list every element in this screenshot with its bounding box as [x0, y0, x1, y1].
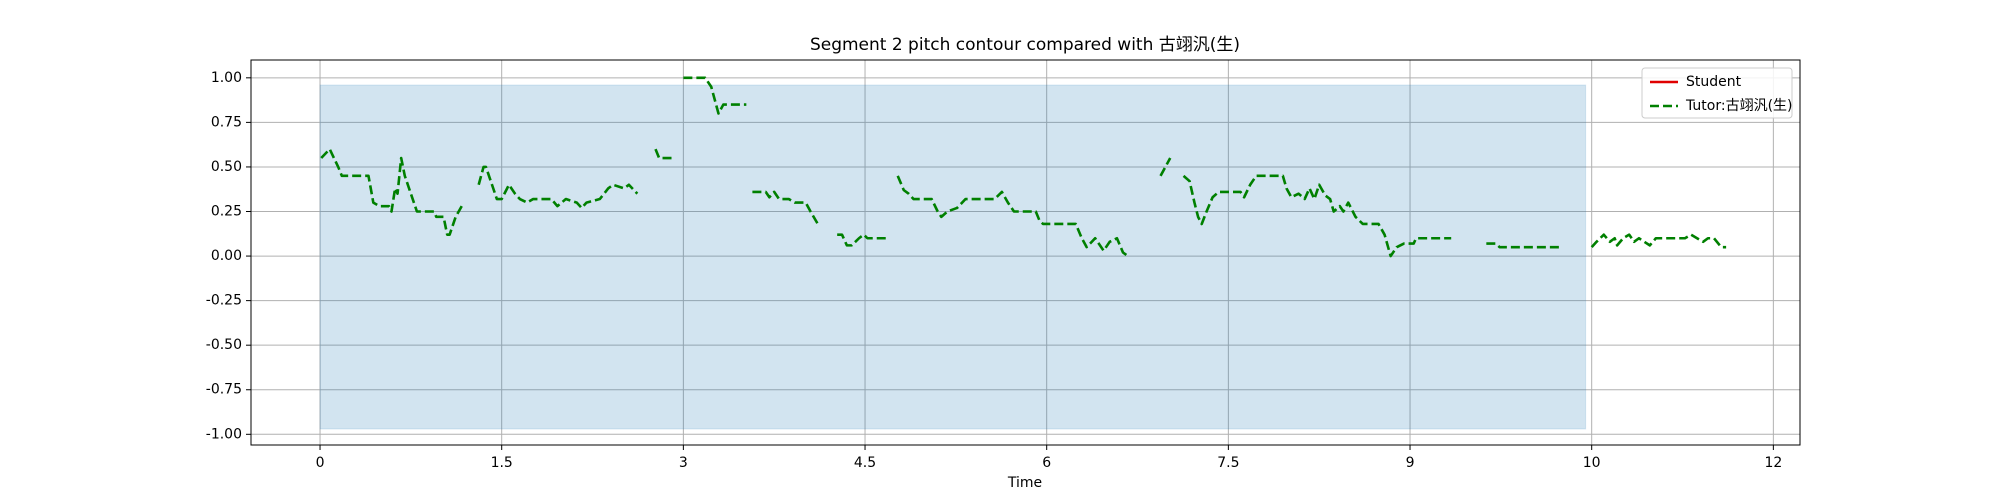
y-tick-label: 0.50: [211, 159, 242, 175]
legend-label: Tutor:古翊汎(生): [1685, 98, 1793, 114]
x-tick-label: 9: [1406, 455, 1415, 471]
y-tick-label: 0.00: [211, 248, 242, 264]
legend: Student Tutor:古翊汎(生): [1641, 67, 1793, 119]
chart-title: Segment 2 pitch contour compared with 古翊…: [810, 35, 1240, 55]
x-axis-label: Time: [1007, 475, 1042, 491]
x-tick-label: 4.5: [854, 455, 876, 471]
y-tick-label: 1.00: [211, 70, 242, 86]
legend-box: [1641, 67, 1793, 119]
y-tick-label: -1.00: [206, 426, 242, 442]
x-tick-label: 3: [679, 455, 688, 471]
x-tick-label: 10: [1583, 455, 1601, 471]
x-tick-label: 12: [1764, 455, 1782, 471]
waveform-area: [319, 84, 1587, 430]
x-tick-label: 7.5: [1217, 455, 1239, 471]
legend-label: Student: [1686, 74, 1742, 90]
x-tick-label: 0: [316, 455, 325, 471]
y-tick-label: -0.75: [206, 382, 242, 398]
plot-frame: [250, 59, 1801, 446]
y-tick-label: 0.75: [211, 114, 242, 130]
y-tick-label: -0.25: [206, 293, 242, 309]
x-tick-label: 1.5: [491, 455, 513, 471]
series-line: [320, 76, 1727, 258]
y-tick-label: 0.25: [211, 204, 242, 220]
x-tick-label: 6: [1042, 455, 1051, 471]
y-tick-label: -0.50: [206, 337, 242, 353]
